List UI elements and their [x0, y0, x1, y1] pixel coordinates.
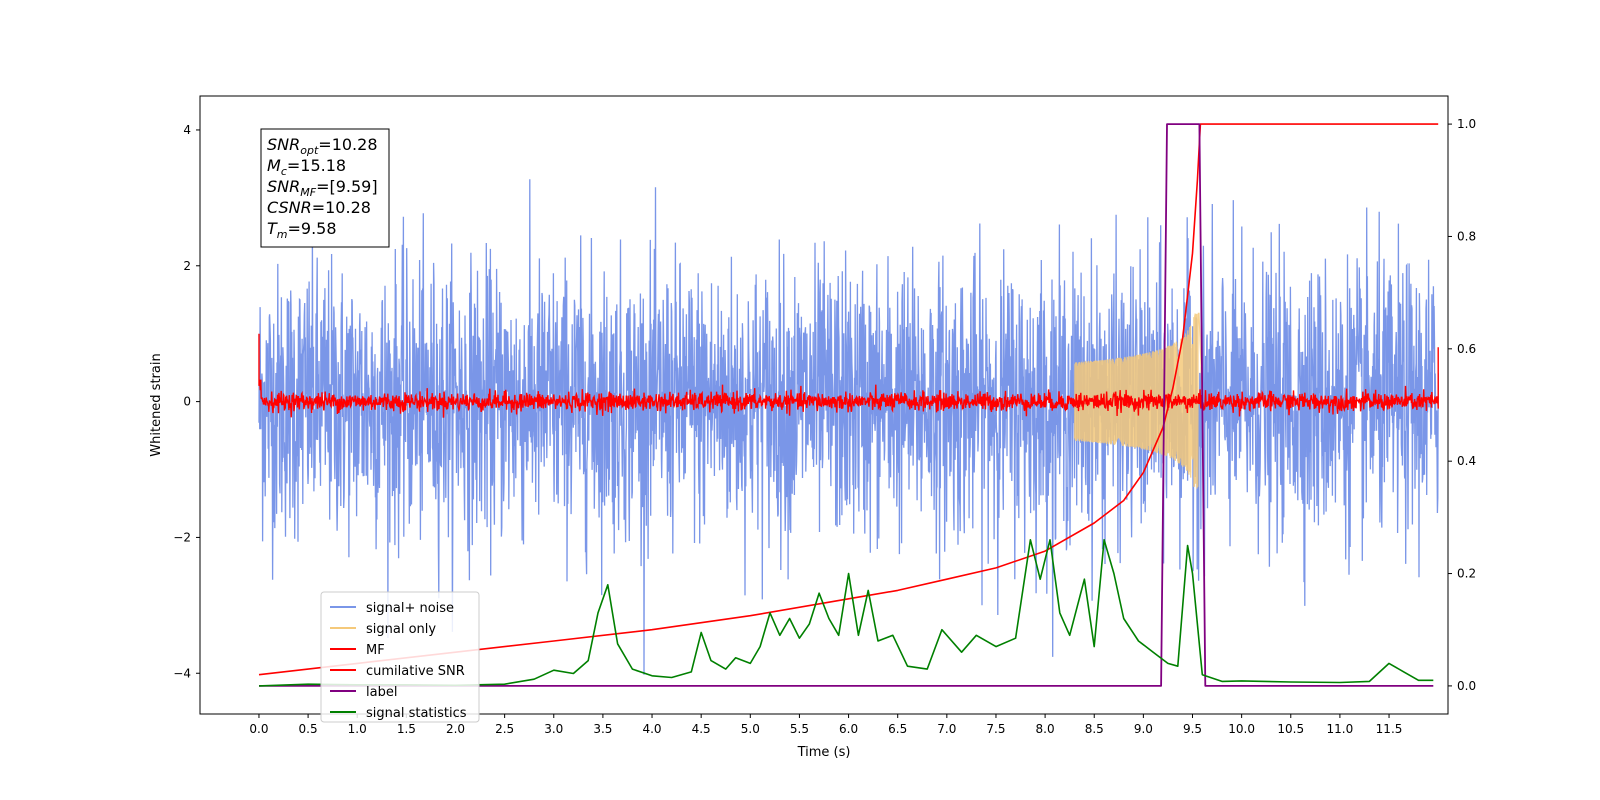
- y-axis-left: −4 −2 0 2 4: [173, 123, 200, 680]
- x-tick-label: 1.5: [397, 722, 416, 736]
- series-label: [259, 123, 1434, 687]
- x-tick-label: 2.0: [446, 722, 465, 736]
- y-tick-label: −4: [173, 666, 191, 680]
- series-signal-noise: [258, 179, 1439, 675]
- legend-entry: MF: [366, 643, 385, 658]
- y2-tick-label: 0.8: [1457, 229, 1476, 243]
- y-tick-label: 0: [183, 395, 191, 409]
- series-layer: [258, 123, 1439, 687]
- x-tick-label: 0.0: [249, 722, 268, 736]
- x-tick-label: 9.5: [1183, 722, 1202, 736]
- annotation-line: Tm=9.58: [267, 219, 337, 241]
- x-axis-label: Time (s): [797, 745, 851, 760]
- y-tick-label: 4: [183, 123, 191, 137]
- x-tick-label: 4.5: [692, 722, 711, 736]
- series-mf: [258, 333, 1439, 418]
- y2-tick-label: 0.0: [1457, 679, 1476, 693]
- plot-frame: [199, 95, 1449, 715]
- x-tick-label: 6.0: [839, 722, 858, 736]
- x-tick-label: 1.0: [348, 722, 367, 736]
- series-cumulative-snr: [258, 123, 1439, 676]
- y-tick-label: −2: [173, 530, 191, 544]
- legend-entry: signal only: [366, 622, 436, 637]
- annotation-frame: [260, 128, 390, 248]
- series-signal-only: [1074, 312, 1203, 489]
- legend-entry: signal+ noise: [366, 601, 454, 616]
- legend-entry: signal statistics: [366, 706, 467, 721]
- x-tick-label: 0.5: [299, 722, 318, 736]
- x-axis: 0.0 0.5 1.0 1.5 2.0 2.5 3.0 3.5 4.0 4.5 5.0 5.5 6.0 6…: [249, 714, 1402, 736]
- legend-entry: label: [366, 685, 397, 700]
- series-signal-statistics: [258, 539, 1434, 687]
- y2-tick-label: 1.0: [1457, 117, 1476, 131]
- x-tick-label: 3.5: [593, 722, 612, 736]
- x-tick-label: 2.5: [495, 722, 514, 736]
- y2-tick-label: 0.4: [1457, 454, 1476, 468]
- x-tick-label: 5.5: [790, 722, 809, 736]
- x-tick-label: 6.5: [888, 722, 907, 736]
- legend-frame: [320, 591, 480, 723]
- x-tick-label: 5.0: [741, 722, 760, 736]
- x-tick-label: 3.0: [544, 722, 563, 736]
- annotation-line: Mc=15.18: [267, 156, 346, 178]
- legend-entry: cumilative SNR: [366, 664, 465, 679]
- y-axis-right: 0.0 0.2 0.4 0.6 0.8 1.0: [1448, 117, 1476, 693]
- x-tick-label: 4.0: [642, 722, 661, 736]
- y-axis-label: Whitened strain: [149, 353, 164, 456]
- x-tick-label: 10.5: [1277, 722, 1304, 736]
- annotation-line: SNRMF=[9.59]: [267, 177, 378, 199]
- y-tick-label: 2: [183, 259, 191, 273]
- annotation-line: SNRopt=10.28: [267, 135, 378, 157]
- x-tick-label: 11.0: [1327, 722, 1354, 736]
- x-tick-label: 10.0: [1228, 722, 1255, 736]
- x-tick-label: 9.0: [1134, 722, 1153, 736]
- stats-annotation-box: SNRopt=10.28Mc=15.18SNRMF=[9.59]CSNR=10.…: [260, 128, 390, 248]
- legend: signal+ noise signal only MF cumilative SNR…: [320, 591, 480, 723]
- x-tick-label: 7.5: [986, 722, 1005, 736]
- x-tick-label: 8.5: [1085, 722, 1104, 736]
- x-tick-label: 11.5: [1376, 722, 1403, 736]
- y2-tick-label: 0.6: [1457, 342, 1476, 356]
- x-tick-label: 7.0: [937, 722, 956, 736]
- annotation-line: CSNR=10.28: [267, 198, 371, 217]
- x-tick-label: 8.0: [1036, 722, 1055, 736]
- y2-tick-label: 0.2: [1457, 567, 1476, 581]
